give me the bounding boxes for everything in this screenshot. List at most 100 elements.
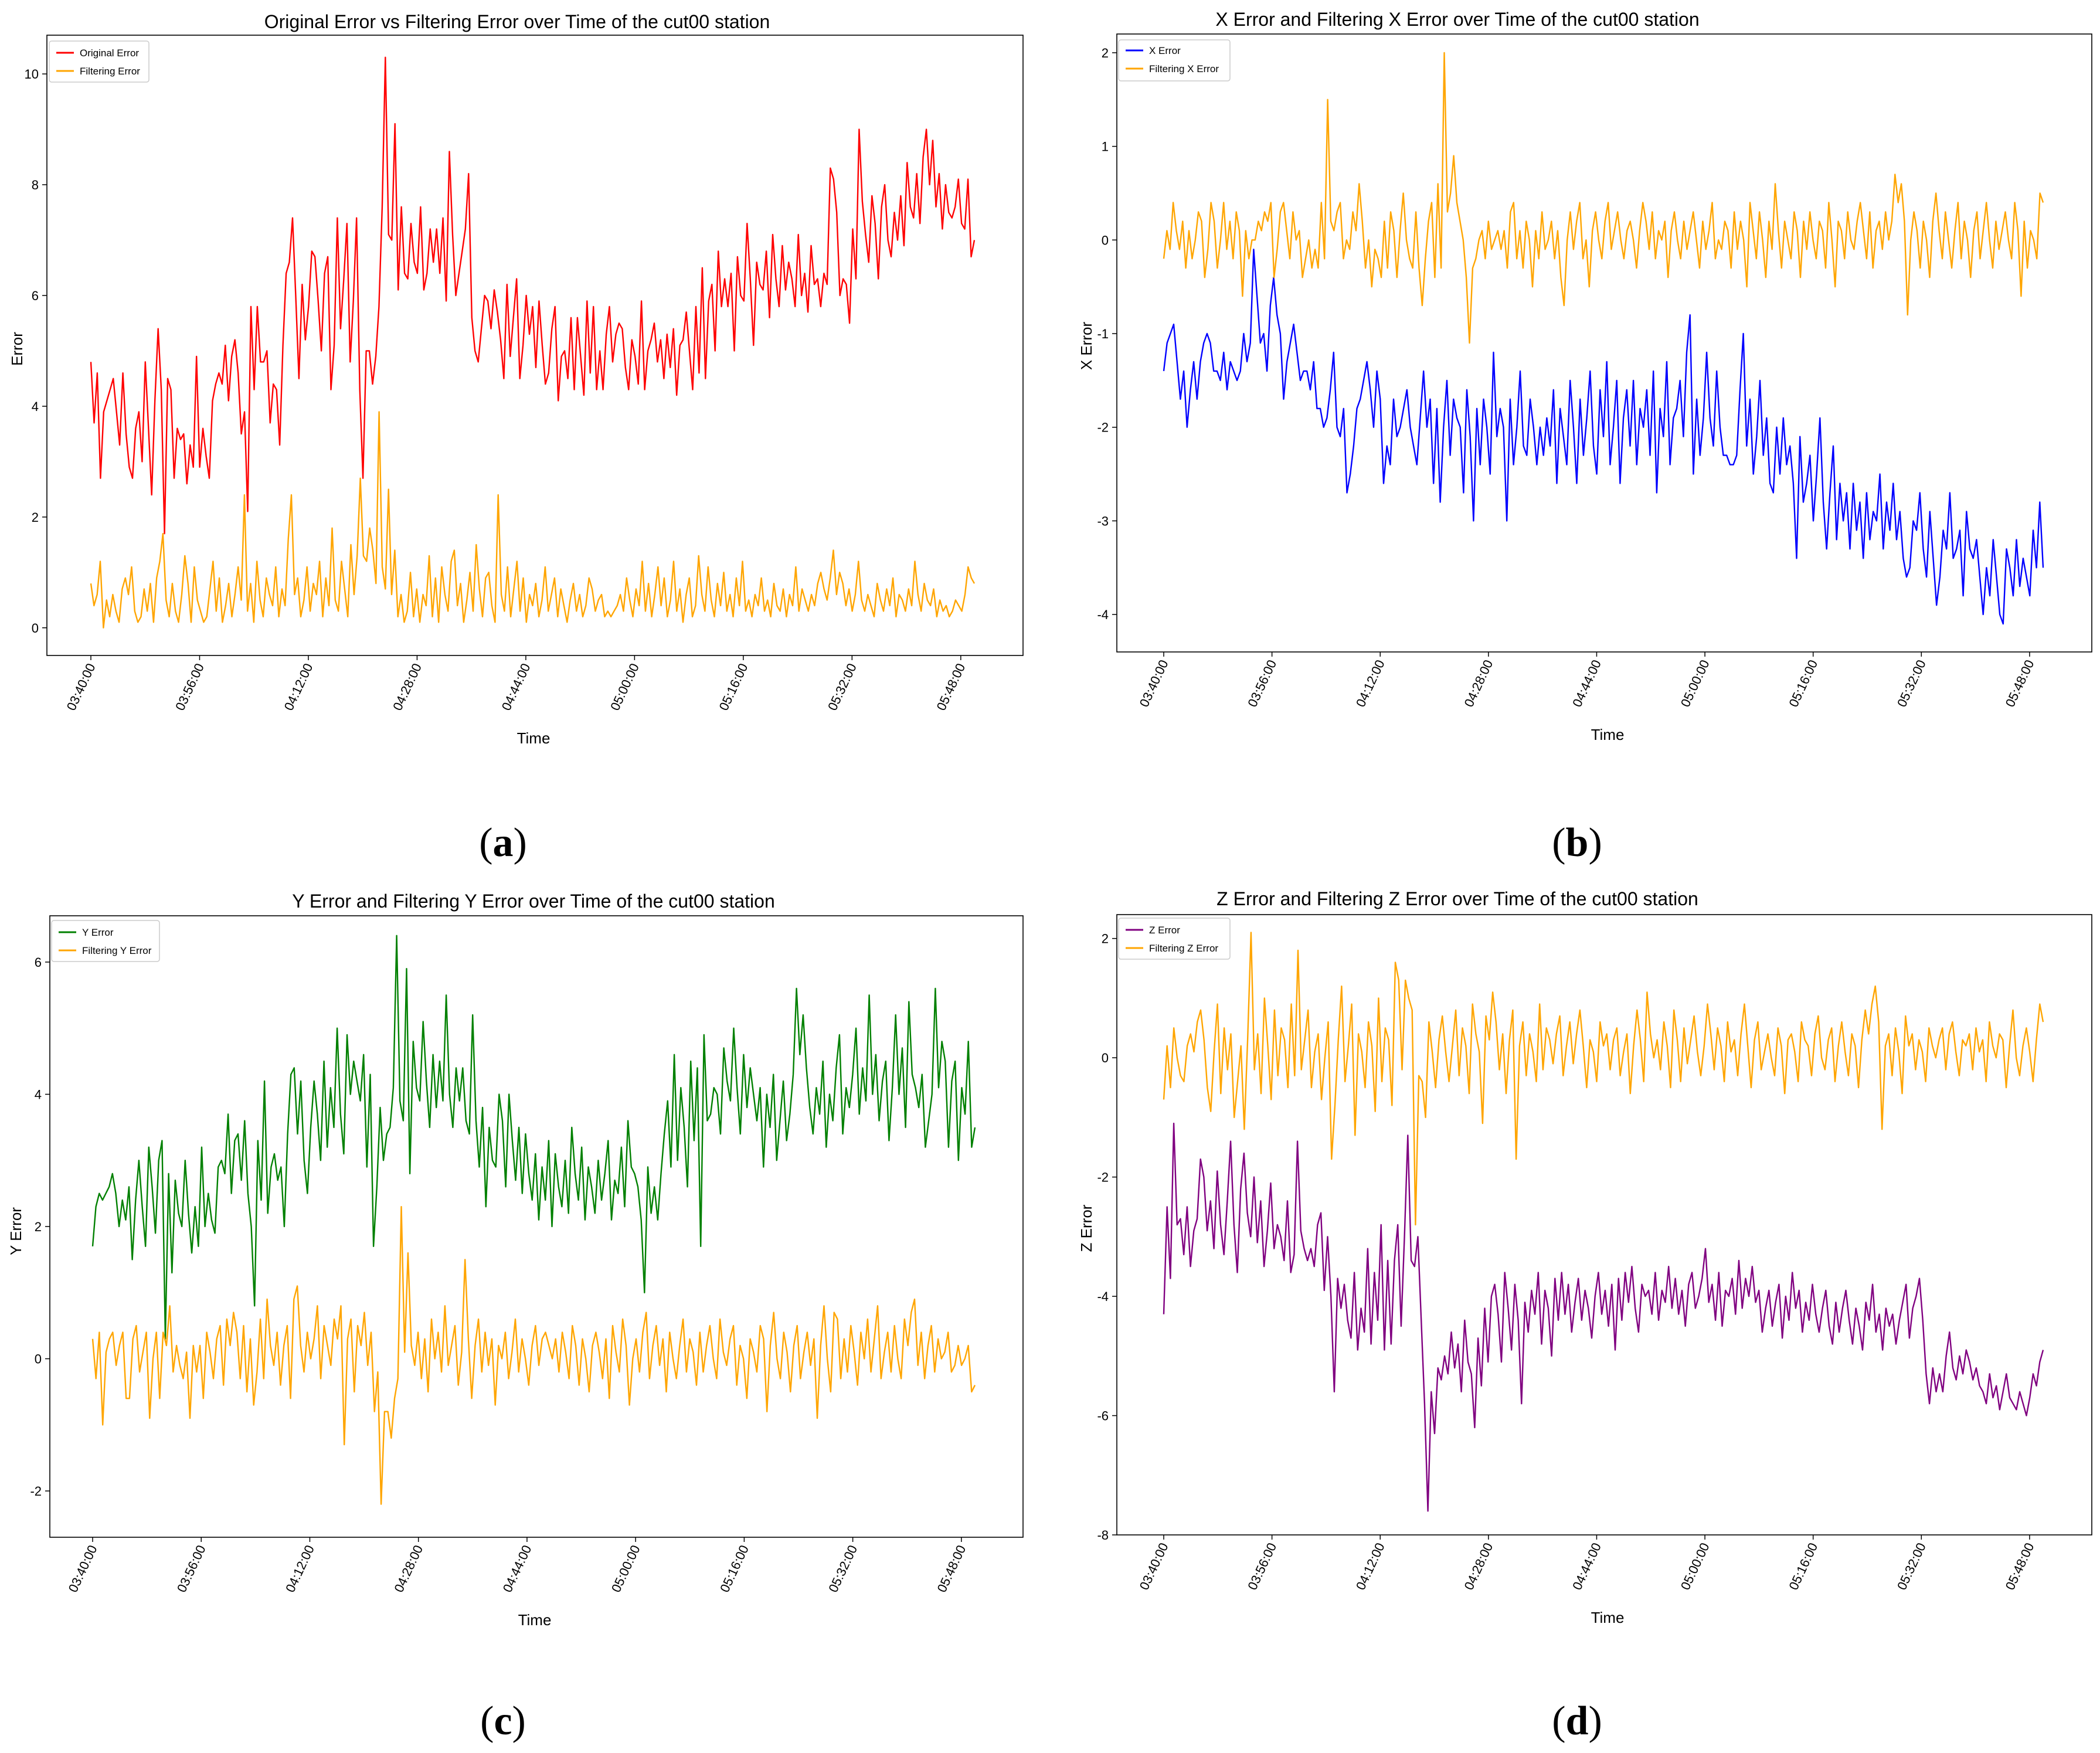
x-tick-label: 04:28:00 xyxy=(391,1543,426,1595)
x-tick-label: 05:16:00 xyxy=(717,1543,752,1595)
plot-frame xyxy=(1116,33,2092,653)
legend-label-filtering-z-error: Filtering Z Error xyxy=(1149,943,1218,954)
x-tick-label: 05:00:00 xyxy=(1678,1541,1712,1592)
x-tick-label: 03:40:00 xyxy=(64,661,98,713)
y-tick-label: 0 xyxy=(35,1352,42,1367)
panel-letter: a xyxy=(493,820,514,865)
y-tick-label: -4 xyxy=(1097,607,1109,622)
x-tick-label: 05:32:00 xyxy=(825,661,859,713)
y-tick-label: 8 xyxy=(32,178,39,192)
x-tick-label: 05:32:00 xyxy=(825,1543,860,1595)
legend-label-filtering-y-error: Filtering Y Error xyxy=(82,945,152,956)
y-tick-label: -3 xyxy=(1097,514,1109,528)
legend-label-z-error: Z Error xyxy=(1149,925,1180,936)
x-tick-label: 05:00:00 xyxy=(1678,658,1712,709)
y-axis-label: X Error xyxy=(1078,321,1095,370)
y-tick-label: -2 xyxy=(1097,420,1109,435)
x-tick-label: 04:44:00 xyxy=(499,661,534,713)
series-line-filtering-y-error xyxy=(91,1205,976,1505)
panel-label: (c) xyxy=(480,1698,526,1744)
plot-frame xyxy=(49,915,1024,1538)
y-tick-label: -8 xyxy=(1097,1528,1109,1543)
x-tick-label: 03:56:00 xyxy=(1245,658,1279,709)
y-tick-label: -2 xyxy=(30,1484,42,1499)
series-line-original-error xyxy=(90,56,976,535)
y-tick-label: 2 xyxy=(1102,46,1109,60)
x-tick-label: 05:16:00 xyxy=(1786,1541,1820,1592)
legend-label-x-error: X Error xyxy=(1149,45,1181,56)
x-tick-label: 05:48:00 xyxy=(2003,658,2037,709)
x-tick-label: 05:32:00 xyxy=(1894,1541,1929,1592)
chart-panel-d: -8 -6 -4 -2 0 2 03:40:00 03:56:00 04:12:00 04:28:… xyxy=(1078,888,2092,1744)
x-tick-label: 04:44:00 xyxy=(1569,1541,1604,1592)
x-tick-label: 04:44:00 xyxy=(500,1543,535,1595)
legend-box xyxy=(51,920,160,962)
chart-title: Y Error and Filtering Y Error over Time … xyxy=(292,891,775,912)
x-tick-label: 05:48:00 xyxy=(935,1543,969,1595)
legend-box xyxy=(49,40,149,83)
x-tick-label: 05:48:00 xyxy=(2003,1541,2037,1592)
axes: -8 -6 -4 -2 0 2 03:40:00 03:56:00 04:12:00 04:28:… xyxy=(1097,914,2092,1592)
y-tick-label: 2 xyxy=(32,510,39,525)
x-tick-label: 03:56:00 xyxy=(1245,1541,1279,1592)
series-line-y-error xyxy=(91,935,976,1340)
panel-label: (b) xyxy=(1552,820,1602,865)
x-tick-label: 04:12:00 xyxy=(1353,1541,1388,1592)
chart-title: Original Error vs Filtering Error over T… xyxy=(264,11,770,32)
axes: -2 0 2 4 6 03:40:00 03:56:00 04:12:00 04:28:00 04… xyxy=(30,915,1024,1595)
series-line-filtering-z-error xyxy=(1163,932,2044,1226)
plot-frame xyxy=(46,35,1024,656)
legend-label-filtering-error: Filtering Error xyxy=(80,66,140,77)
y-tick-label: 6 xyxy=(32,288,39,303)
chart-title: Z Error and Filtering Z Error over Time … xyxy=(1216,888,1698,909)
axes: 0 2 4 6 8 10 03:40:00 03:56:00 04:12:00 04:28:00 0… xyxy=(25,35,1024,713)
x-tick-label: 04:12:00 xyxy=(281,661,316,713)
x-tick-label: 04:28:00 xyxy=(1462,658,1496,709)
legend-label-original-error: Original Error xyxy=(80,47,139,59)
panel-label: (a) xyxy=(479,820,527,865)
chart-panel-c: -2 0 2 4 6 03:40:00 03:56:00 04:12:00 04:28:00 04… xyxy=(7,891,1024,1744)
y-tick-label: 0 xyxy=(32,621,39,636)
legend: Y Error Filtering Y Error xyxy=(51,920,160,962)
chart-panel-a: 0 2 4 6 8 10 03:40:00 03:56:00 04:12:00 04:28:00 0… xyxy=(8,11,1024,865)
x-tick-label: 03:56:00 xyxy=(174,1543,209,1595)
x-tick-label: 05:16:00 xyxy=(1786,658,1820,709)
legend-box xyxy=(1118,918,1231,960)
y-axis-label: Y Error xyxy=(7,1207,25,1255)
y-tick-label: 4 xyxy=(35,1087,42,1102)
x-axis-label: Time xyxy=(518,1611,552,1629)
series-line-z-error xyxy=(1163,1122,2044,1512)
x-tick-label: 03:40:00 xyxy=(66,1543,100,1595)
legend: Z Error Filtering Z Error xyxy=(1118,918,1231,960)
y-tick-label: -2 xyxy=(1097,1170,1109,1185)
y-tick-label: 2 xyxy=(35,1219,42,1234)
axes: -4 -3 -2 -1 0 1 2 03:40:00 03:56:00 04:12:00 04:28… xyxy=(1097,33,2092,709)
y-axis-label: Error xyxy=(8,332,26,366)
y-tick-label: 6 xyxy=(35,955,42,970)
y-axis-label: Z Error xyxy=(1078,1204,1095,1252)
series-line-filtering-x-error xyxy=(1163,52,2044,344)
x-tick-label: 03:40:00 xyxy=(1137,658,1171,709)
legend-label-filtering-x-error: Filtering X Error xyxy=(1149,63,1219,74)
y-tick-label: 2 xyxy=(1102,932,1109,946)
x-tick-label: 04:12:00 xyxy=(283,1543,317,1595)
x-tick-label: 05:16:00 xyxy=(716,661,751,713)
x-tick-label: 04:28:00 xyxy=(390,661,424,713)
y-tick-label: 4 xyxy=(32,399,39,414)
legend-box xyxy=(1118,39,1231,81)
x-tick-label: 03:56:00 xyxy=(172,661,207,713)
panel-letter: d xyxy=(1566,1698,1589,1744)
x-tick-label: 04:28:00 xyxy=(1462,1541,1496,1592)
y-tick-label: 1 xyxy=(1102,140,1109,154)
y-tick-label: -6 xyxy=(1097,1409,1109,1424)
x-tick-label: 03:40:00 xyxy=(1137,1541,1171,1592)
panel-label: (d) xyxy=(1552,1698,1602,1744)
panel-letter: b xyxy=(1566,820,1589,865)
panel-letter: c xyxy=(494,1698,512,1744)
x-tick-label: 05:48:00 xyxy=(933,661,968,713)
x-axis-label: Time xyxy=(1591,726,1625,743)
y-tick-label: -1 xyxy=(1097,327,1109,341)
chart-title: X Error and Filtering X Error over Time … xyxy=(1215,9,1699,30)
chart-panel-b: -4 -3 -2 -1 0 1 2 03:40:00 03:56:00 04:12:00 04:28… xyxy=(1078,9,2092,865)
